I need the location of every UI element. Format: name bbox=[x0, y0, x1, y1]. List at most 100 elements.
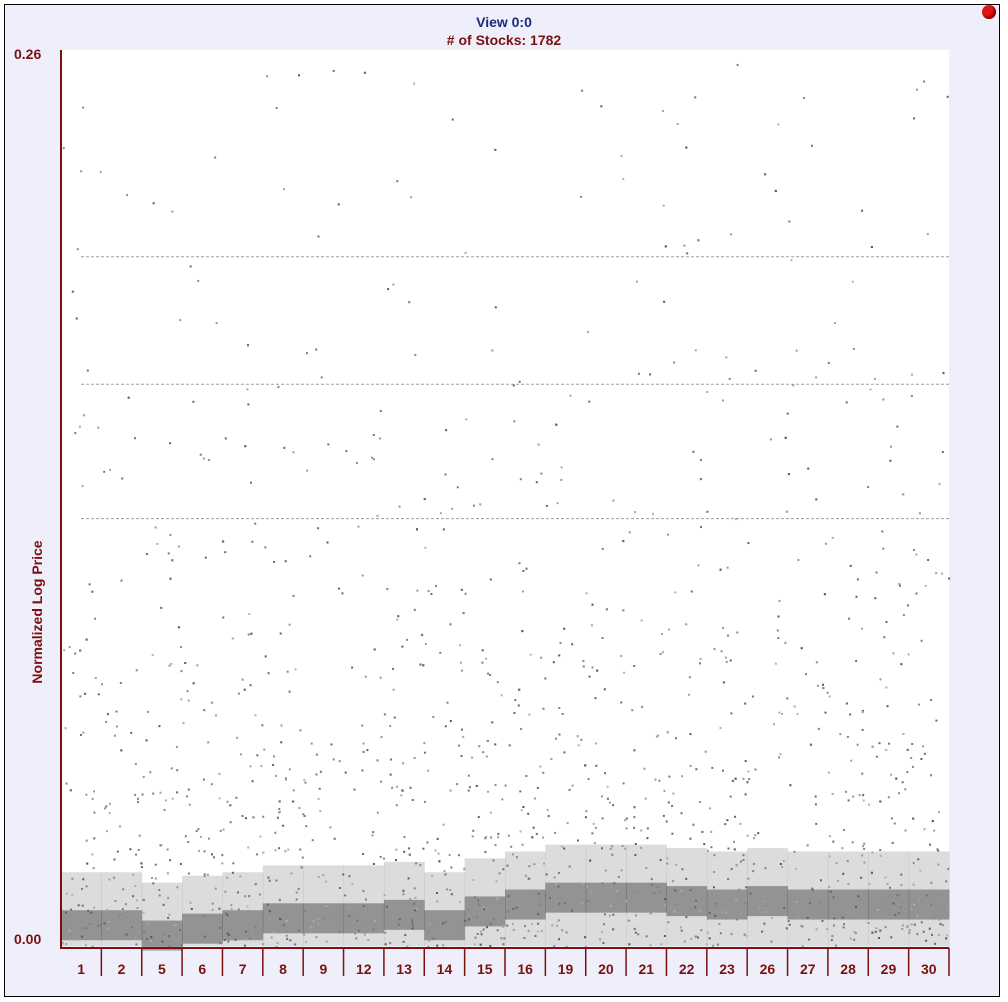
price-point bbox=[211, 908, 214, 911]
price-point bbox=[478, 903, 481, 906]
price-point bbox=[512, 907, 515, 910]
price-point bbox=[635, 914, 637, 917]
price-point bbox=[479, 503, 482, 506]
price-point bbox=[842, 872, 845, 875]
price-point bbox=[513, 420, 516, 423]
price-point bbox=[843, 923, 845, 926]
price-point bbox=[861, 209, 864, 212]
price-point bbox=[218, 797, 221, 800]
price-point bbox=[332, 69, 335, 72]
price-point bbox=[126, 194, 128, 197]
price-point bbox=[342, 873, 345, 876]
price-point bbox=[917, 858, 920, 861]
price-point bbox=[906, 925, 909, 928]
price-point bbox=[801, 925, 804, 928]
price-point bbox=[206, 873, 209, 876]
price-point bbox=[121, 477, 124, 480]
price-point bbox=[856, 743, 859, 746]
price-point bbox=[699, 478, 702, 481]
price-point bbox=[471, 756, 474, 759]
price-point bbox=[808, 938, 810, 941]
price-point bbox=[609, 847, 612, 850]
price-point bbox=[558, 654, 561, 657]
price-point bbox=[168, 913, 171, 916]
price-point bbox=[203, 709, 206, 712]
density-column bbox=[505, 851, 546, 946]
price-point bbox=[90, 911, 93, 914]
price-point bbox=[916, 933, 919, 936]
price-point bbox=[379, 676, 382, 679]
price-point bbox=[93, 790, 95, 793]
price-point bbox=[820, 879, 822, 882]
price-point bbox=[106, 927, 109, 930]
price-point bbox=[125, 933, 128, 936]
price-point bbox=[130, 731, 133, 734]
price-point bbox=[920, 758, 923, 760]
price-point bbox=[792, 384, 795, 387]
price-point bbox=[787, 920, 790, 922]
price-point bbox=[171, 559, 174, 562]
price-point bbox=[86, 862, 89, 865]
x-tick-label: 5 bbox=[158, 961, 166, 977]
price-point bbox=[266, 75, 269, 78]
price-point bbox=[713, 871, 716, 873]
price-point bbox=[363, 933, 366, 936]
price-point bbox=[582, 660, 585, 662]
price-point bbox=[432, 937, 435, 940]
price-point bbox=[925, 939, 928, 942]
price-point bbox=[367, 938, 370, 941]
price-point bbox=[524, 925, 526, 928]
price-point bbox=[518, 562, 521, 565]
y-axis-label: Normalized Log Price bbox=[29, 540, 45, 684]
price-point bbox=[119, 825, 121, 828]
price-point bbox=[176, 769, 179, 772]
price-point bbox=[235, 796, 238, 799]
price-point bbox=[529, 653, 532, 656]
price-point bbox=[202, 457, 205, 460]
price-point bbox=[521, 843, 524, 846]
price-point bbox=[221, 862, 224, 865]
price-point bbox=[900, 884, 903, 887]
price-point bbox=[512, 384, 515, 387]
price-point bbox=[168, 935, 170, 938]
price-point bbox=[742, 854, 745, 857]
price-point bbox=[414, 896, 417, 899]
price-point bbox=[515, 906, 518, 909]
price-point bbox=[154, 526, 157, 529]
price-point bbox=[436, 892, 438, 894]
price-point bbox=[63, 649, 66, 652]
price-point bbox=[221, 854, 224, 857]
price-point bbox=[936, 848, 939, 851]
price-point bbox=[754, 834, 757, 837]
price-point bbox=[475, 916, 478, 919]
price-point bbox=[868, 882, 871, 885]
price-point bbox=[623, 671, 626, 674]
price-point bbox=[171, 210, 174, 213]
price-point bbox=[676, 123, 679, 125]
price-point bbox=[383, 857, 385, 860]
price-point bbox=[907, 604, 910, 607]
price-point bbox=[267, 672, 270, 675]
price-point bbox=[889, 886, 891, 889]
price-point bbox=[317, 527, 320, 530]
price-point bbox=[722, 681, 725, 684]
price-point bbox=[757, 832, 760, 835]
scroll-track[interactable] bbox=[955, 4, 1000, 994]
price-point bbox=[782, 860, 785, 862]
price-point bbox=[204, 935, 206, 938]
price-point bbox=[77, 904, 80, 907]
price-point bbox=[912, 883, 915, 886]
density-column bbox=[706, 851, 748, 946]
price-point bbox=[409, 786, 412, 789]
price-point bbox=[620, 155, 623, 158]
price-point bbox=[789, 784, 792, 787]
price-point bbox=[72, 672, 75, 674]
price-point bbox=[472, 879, 475, 881]
price-point bbox=[230, 904, 233, 907]
price-point bbox=[62, 147, 65, 150]
price-point bbox=[831, 536, 834, 539]
y-tick-min: 0.00 bbox=[14, 931, 42, 947]
scroll-knob-icon[interactable] bbox=[982, 5, 996, 19]
price-point bbox=[815, 661, 818, 664]
price-point bbox=[897, 893, 900, 896]
